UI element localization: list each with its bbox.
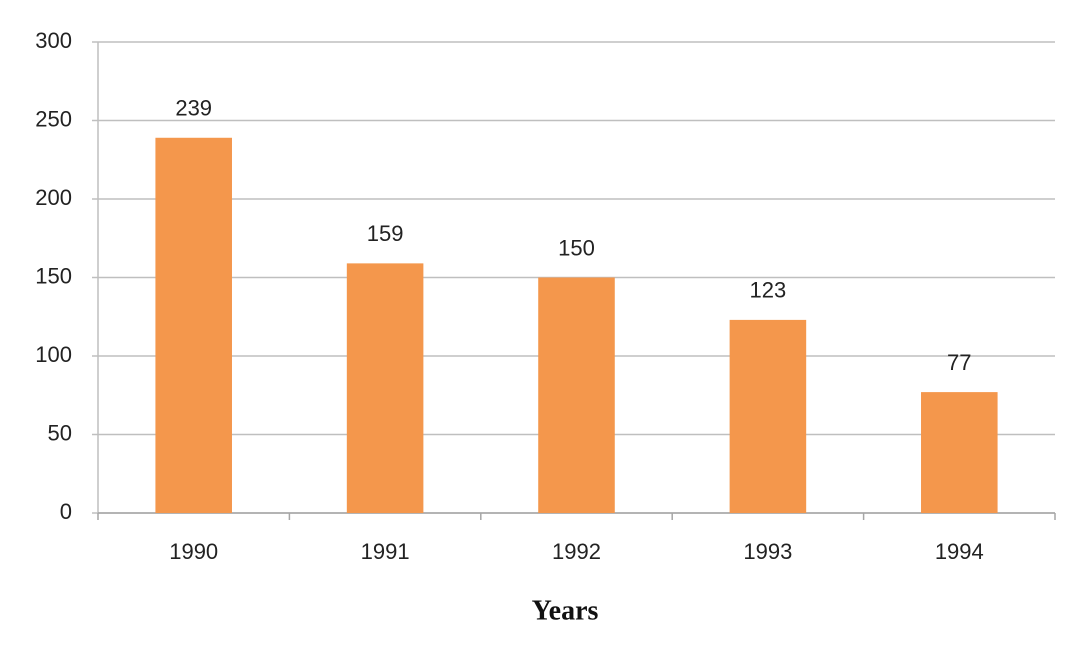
- x-tick-label: 1993: [743, 539, 792, 564]
- x-tick-label: 1992: [552, 539, 601, 564]
- y-tick-label: 300: [35, 28, 72, 53]
- data-label: 239: [175, 96, 212, 121]
- x-tick-label: 1991: [361, 539, 410, 564]
- x-tick-label: 1994: [935, 539, 984, 564]
- y-tick-label: 50: [48, 420, 72, 445]
- bar: [729, 319, 807, 513]
- bar: [538, 277, 615, 513]
- bar: [921, 392, 998, 513]
- data-label: 159: [367, 221, 404, 246]
- y-tick-label: 0: [60, 499, 72, 524]
- y-tick-label: 100: [35, 342, 72, 367]
- y-tick-label: 150: [35, 263, 72, 288]
- x-axis-title: Years: [532, 595, 599, 626]
- y-tick-label: 250: [35, 106, 72, 131]
- bar: [155, 137, 232, 513]
- y-tick-label: 200: [35, 185, 72, 210]
- x-tick-label: 1990: [169, 539, 218, 564]
- bar: [346, 263, 424, 513]
- data-label: 123: [750, 278, 787, 303]
- data-label: 77: [947, 350, 971, 375]
- data-label: 150: [558, 235, 595, 260]
